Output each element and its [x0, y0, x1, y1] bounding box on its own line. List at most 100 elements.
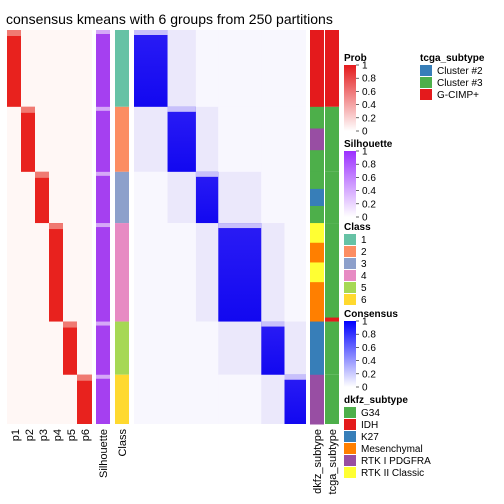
consensus-off-block	[218, 171, 262, 224]
silhouette-low-cell	[96, 171, 110, 176]
dkfz-legend-item-label: IDH	[361, 420, 378, 431]
dkfz-subtype-cell	[310, 106, 324, 129]
consensus-legend-tick-label: 0.6	[362, 343, 376, 354]
class-legend-swatch	[344, 270, 356, 281]
heatmap-body	[7, 30, 339, 425]
dkfz-subtype-cell	[310, 171, 324, 190]
silhouette-low-cell	[96, 223, 110, 228]
tcga-subtype-cell	[325, 317, 339, 322]
tcga-legend-swatch	[420, 77, 432, 88]
class-legend-item-label: 4	[361, 271, 367, 282]
consensus-block	[261, 321, 285, 375]
silhouette-legend-tick-label: 0.8	[362, 160, 376, 171]
tcga-legend-item-label: Cluster #2	[437, 66, 483, 77]
consensus-off-block	[261, 374, 285, 424]
consensus-block	[167, 106, 196, 172]
prob-column-bg	[7, 30, 22, 424]
consensus-off-block	[167, 171, 196, 224]
dkfz-subtype-cell	[310, 30, 324, 108]
dkfz-subtype-cell	[310, 242, 324, 263]
consensus-off-block	[284, 30, 306, 107]
class-legend-item-label: 3	[361, 259, 367, 270]
tcga-subtype-cell	[325, 171, 339, 224]
prob-legend-tick-label: 0.6	[362, 87, 376, 98]
dkfz-legend-swatch	[344, 455, 356, 466]
consensus-block-edge	[261, 321, 285, 327]
prob-cell-edge	[63, 321, 78, 328]
prob-cell	[21, 106, 36, 172]
dkfz-subtype-cell	[310, 282, 324, 303]
prob-column-bg	[77, 30, 92, 424]
dkfz-legend-swatch	[344, 431, 356, 442]
class-cell	[115, 321, 129, 375]
silhouette-legend-colorbar	[344, 151, 356, 217]
consensus-off-block	[261, 106, 285, 172]
class-cell	[115, 30, 129, 107]
column-label: Class	[117, 429, 129, 457]
consensus-block-edge	[218, 223, 262, 229]
tcga-legend-title: tcga_subtype	[420, 53, 485, 64]
consensus-legend-tick-label: 0.4	[362, 356, 376, 367]
consensus-off-block	[284, 171, 306, 224]
dkfz-subtype-cell	[310, 321, 324, 376]
dkfz-subtype-cell	[310, 205, 324, 224]
consensus-legend-tick-label: 0.8	[362, 330, 376, 341]
column-label: dkfz_subtype	[312, 429, 324, 494]
prob-column-bg	[21, 30, 36, 424]
prob-cell	[63, 321, 78, 375]
prob-legend-tick-label: 0	[362, 127, 368, 138]
consensus-off-block	[195, 106, 219, 172]
silhouette-low-cell	[96, 30, 110, 34]
dkfz-legend-swatch	[344, 419, 356, 430]
dkfz-legend-title: dkfz_subtype	[344, 395, 408, 406]
dkfz-legend-swatch	[344, 407, 356, 418]
consensus-off-block	[261, 223, 285, 322]
class-legend-swatch	[344, 282, 356, 293]
dkfz-legend-swatch	[344, 443, 356, 454]
prob-legend-tick-label: 1	[362, 61, 368, 72]
column-label: Silhouette	[98, 429, 110, 478]
tcga-subtype-cell	[325, 30, 339, 107]
class-cell	[115, 374, 129, 424]
tcga-legend-item-label: Cluster #3	[437, 78, 483, 89]
class-legend-item-label: 6	[361, 295, 367, 306]
prob-column-bg	[35, 30, 50, 424]
consensus-off-block	[134, 321, 168, 375]
consensus-off-block	[134, 171, 168, 224]
tcga-subtype-cell	[325, 321, 339, 375]
prob-cell	[35, 171, 50, 224]
consensus-block	[284, 374, 306, 424]
silhouette-legend-tick-label: 1	[362, 147, 368, 158]
column-label: p6	[80, 429, 92, 441]
consensus-legend-tick-label: 1	[362, 317, 368, 328]
tcga-legend-swatch	[420, 65, 432, 76]
consensus-block-edge	[167, 106, 196, 112]
silhouette-legend-tick-label: 0.2	[362, 199, 376, 210]
consensus-off-block	[195, 321, 219, 375]
tcga-subtype-cell	[325, 223, 339, 322]
consensus-off-block	[134, 223, 168, 322]
class-cell	[115, 106, 129, 172]
consensus-block-edge	[284, 374, 306, 380]
dkfz-subtype-cell	[310, 188, 324, 207]
prob-cell-edge	[7, 30, 22, 36]
prob-cell	[77, 374, 92, 424]
column-labels: p1 p2 p3 p4 p5 p6 Silhouette Class dkfz_subtype t…	[10, 429, 339, 495]
dkfz-subtype-cell	[310, 150, 324, 173]
consensus-block	[218, 223, 262, 322]
consensus-legend-tick-label: 0.2	[362, 369, 376, 380]
column-label: p4	[52, 429, 64, 441]
consensus-off-block	[134, 374, 168, 424]
column-label: p2	[24, 429, 36, 441]
consensus-legend-colorbar	[344, 321, 356, 387]
consensus-off-block	[167, 223, 196, 322]
dkfz-subtype-cell	[310, 223, 324, 244]
consensus-off-block	[218, 374, 262, 424]
class-legend-item-label: 5	[361, 283, 367, 294]
dkfz-subtype-cell	[310, 301, 324, 323]
column-label: p5	[66, 429, 78, 441]
class-cell	[115, 171, 129, 224]
silhouette-legend-tick-label: 0.6	[362, 173, 376, 184]
class-cell	[115, 223, 129, 322]
consensus-off-block	[218, 321, 262, 375]
